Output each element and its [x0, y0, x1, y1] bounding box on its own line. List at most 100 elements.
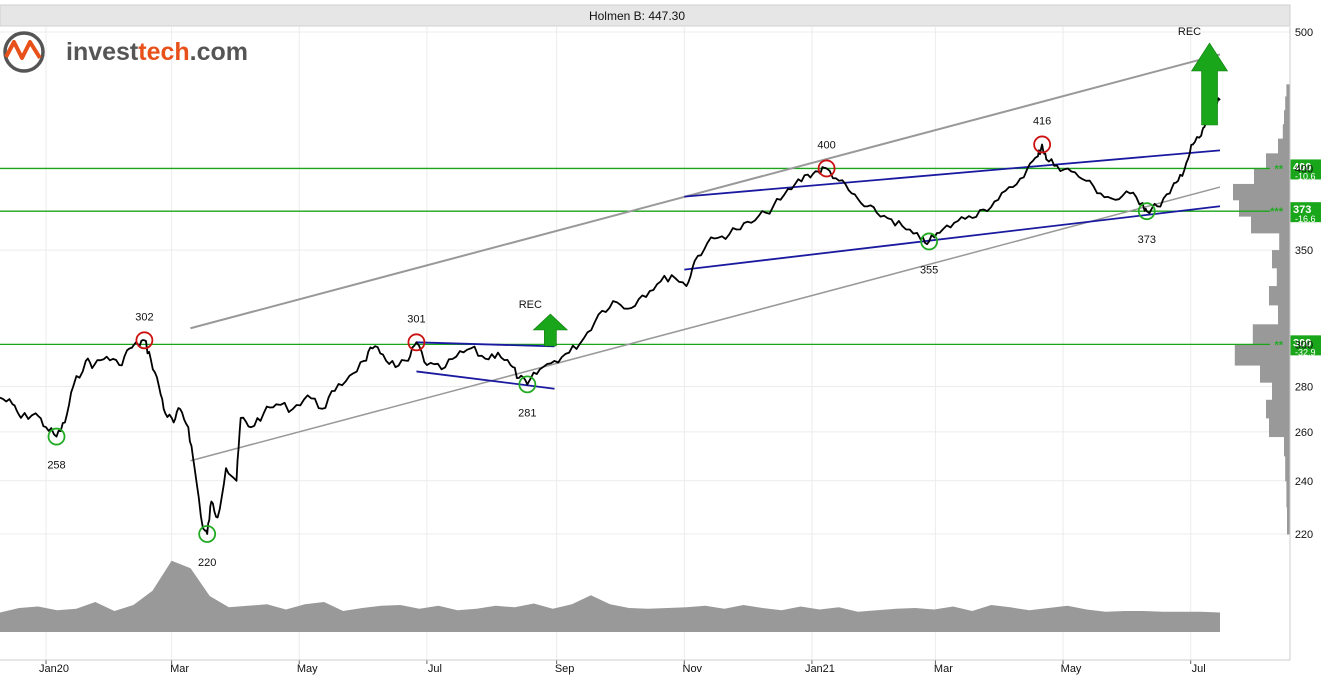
volume-profile-bar: [1269, 286, 1290, 306]
volume-profile-bar: [1287, 506, 1290, 535]
top-marker: [1033, 135, 1052, 154]
bottom-marker: [518, 375, 537, 394]
rising-channel-upper-line: [684, 149, 1221, 198]
volume-profile-bar: [1239, 199, 1290, 217]
volume-profile-bar: [1260, 365, 1290, 383]
logo-text-com: .com: [190, 38, 248, 66]
turning-point-label: 281: [518, 407, 536, 419]
volume-profile-bar: [1269, 417, 1290, 438]
volume-profile-bar: [1285, 96, 1290, 111]
volume-profile-bar: [1272, 250, 1290, 269]
level-value: 373: [1293, 204, 1311, 216]
trend-lines: [190, 53, 1221, 462]
turning-point-label: 373: [1138, 234, 1156, 246]
logo-icon: [3, 31, 45, 73]
y-tick-label: 350: [1295, 245, 1313, 257]
x-tick-label: Jul: [428, 663, 442, 675]
x-tick-label: May: [297, 663, 318, 675]
channel-upper-line: [190, 53, 1221, 330]
y-tick-label: 300: [1295, 339, 1313, 351]
x-tick-label: Mar: [170, 663, 189, 675]
volume-profile-bar: [1284, 110, 1290, 125]
bottom-marker: [47, 427, 66, 446]
volume-shape: [0, 560, 1220, 632]
volume-profile-bar: [1251, 216, 1290, 234]
volume-profile-bar: [1233, 183, 1290, 201]
y-tick-label: 500: [1295, 27, 1313, 39]
x-tick-label: Jan21: [805, 663, 835, 675]
y-tick-label: 280: [1295, 382, 1313, 394]
buy-signal-arrow: [532, 313, 569, 347]
title-bar: [0, 4, 1291, 27]
rectangle-bottom-line: [416, 370, 555, 390]
volume-profile-bar: [1279, 232, 1290, 251]
x-tick-label: Nov: [683, 663, 703, 675]
turning-point-label: 302: [135, 311, 153, 323]
x-tick-label: Jul: [1192, 663, 1206, 675]
volume-profile-bar: [1278, 304, 1290, 325]
bottom-marker: [198, 525, 217, 543]
turning-point-label: 416: [1033, 115, 1051, 127]
level-stars: **: [1274, 163, 1283, 175]
turning-point-label: 258: [47, 460, 65, 472]
y-tick-label: 260: [1295, 427, 1313, 439]
chart-title: Holmen B: 447.30: [589, 9, 685, 23]
price-line: [0, 97, 1221, 535]
level-badge: [1290, 335, 1321, 356]
y-tick-label: 240: [1295, 476, 1313, 488]
turning-point-label: 355: [920, 264, 938, 276]
volume-profile-bar: [1254, 168, 1290, 185]
volume-profile-bar: [1266, 153, 1290, 169]
volume-profile-bar: [1282, 124, 1290, 140]
level-value: 300: [1293, 337, 1311, 349]
volume-profile-bar: [1276, 267, 1290, 287]
x-tick-label: May: [1061, 663, 1082, 675]
level-percent: -16.6: [1295, 214, 1316, 224]
logo-text-tech: tech: [138, 38, 189, 66]
volume-profile-bar: [1286, 84, 1290, 97]
channel-lower-line: [190, 186, 1221, 462]
svg-text:investtech.com: investtech.com: [66, 38, 248, 66]
x-tick-label: Mar: [934, 663, 953, 675]
top-marker: [407, 333, 426, 352]
turning-point-label: 400: [817, 139, 835, 151]
x-tick-label: Sep: [555, 663, 575, 675]
volume-profile-bar: [1285, 455, 1290, 482]
turning-point-label: 220: [198, 557, 216, 569]
level-badge: [1290, 159, 1321, 180]
volume-profile-bar: [1266, 399, 1290, 419]
volume-profile-bar: [1286, 480, 1290, 508]
bottom-marker: [1137, 202, 1156, 221]
level-stars: **: [1274, 339, 1283, 351]
logo: investtech.com: [3, 31, 248, 73]
volume-profile-bar: [1278, 138, 1290, 154]
y-tick-label: 400: [1295, 163, 1313, 175]
logo-text-invest: invest: [66, 38, 139, 66]
volume-profile-bar: [1252, 324, 1290, 345]
volume-profile: [1233, 84, 1290, 535]
top-marker: [135, 331, 154, 350]
top-marker: [817, 159, 836, 178]
turning-point-label: 301: [407, 313, 425, 325]
level-stars: ***: [1270, 206, 1284, 218]
signal-label: REC: [1178, 26, 1201, 38]
level-value: 400: [1293, 161, 1311, 173]
buy-signal-arrow: [1190, 42, 1229, 126]
rectangle-top-line: [416, 341, 555, 348]
price-series: [0, 97, 1221, 535]
volume-profile-bar: [1284, 436, 1290, 457]
level-percent: -10.6: [1295, 171, 1316, 181]
x-tick-label: Jan20: [39, 663, 69, 675]
signals: REC REC: [519, 26, 1229, 347]
level-percent: -32.9: [1295, 347, 1316, 357]
volume-profile-bar: [1234, 344, 1290, 366]
rising-channel-lower-line: [684, 205, 1221, 271]
axes: Jan20 Mar May Jul Sep Nov Jan21 Mar May Jul 220 240…: [0, 27, 1313, 675]
volume-area: [0, 560, 1220, 632]
bottom-marker: [920, 232, 939, 251]
y-tick-label: 220: [1295, 529, 1313, 541]
turning-points: 258 302 220 301 281 400 355 416 373: [47, 115, 1156, 569]
